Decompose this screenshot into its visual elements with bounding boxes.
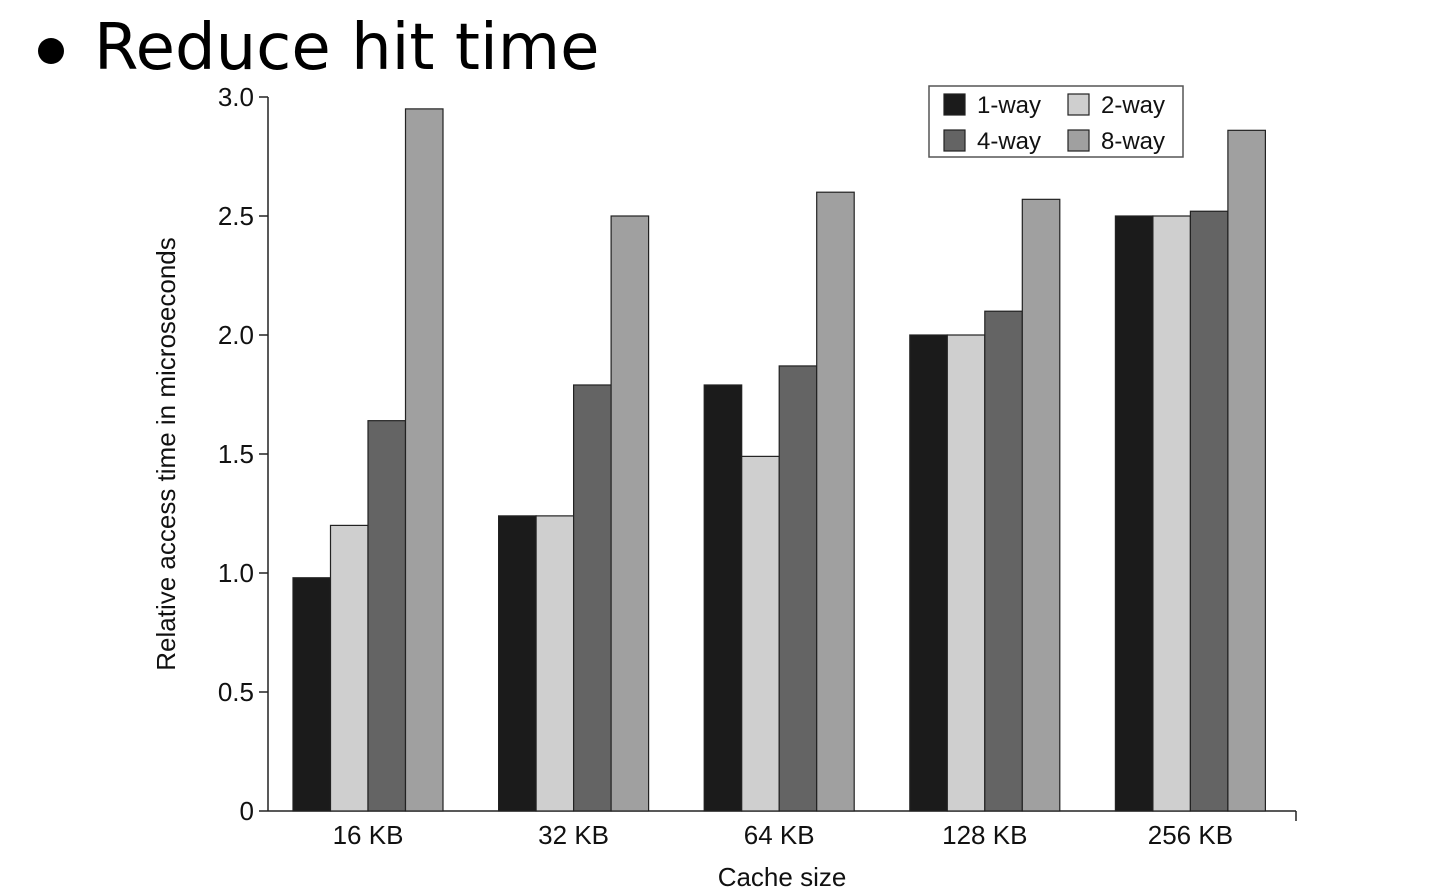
bar-4-way-64kb bbox=[778, 365, 818, 812]
legend-swatch-2-way bbox=[1067, 93, 1090, 116]
chart-bars bbox=[292, 108, 1267, 812]
bar-2-way-32kb bbox=[535, 515, 575, 812]
y-tick-label: 0 bbox=[240, 796, 254, 826]
x-tick-label: 256 KB bbox=[1148, 820, 1233, 850]
legend-label-2-way: 2-way bbox=[1101, 92, 1165, 119]
bar-8-way-128kb bbox=[1021, 198, 1061, 812]
y-tick-label: 2.5 bbox=[218, 201, 254, 231]
bar-2-way-16kb bbox=[329, 524, 369, 812]
x-tick-label: 16 KB bbox=[333, 820, 404, 850]
y-tick-label: 3.0 bbox=[218, 82, 254, 112]
legend-swatch-4-way bbox=[943, 129, 966, 152]
bar-8-way-64kb bbox=[816, 191, 855, 812]
y-axis-label: Relative access time in microseconds bbox=[151, 237, 181, 671]
x-tick-label: 64 KB bbox=[744, 820, 815, 850]
bar-2-way-256kb bbox=[1152, 215, 1192, 812]
bar-8-way-256kb bbox=[1227, 129, 1267, 812]
bar-4-way-256kb bbox=[1189, 210, 1229, 812]
bar-2-way-128kb bbox=[946, 334, 986, 812]
bar-4-way-128kb bbox=[984, 310, 1023, 812]
legend-label-8-way: 8-way bbox=[1101, 128, 1165, 155]
chart-axes: 0 0.5 1.0 1.5 2.0 2.5 3.0 16 KB 32 KB 64 KB 128 KB… bbox=[218, 82, 1297, 850]
x-tick-label: 128 KB bbox=[942, 820, 1027, 850]
y-tick-label: 1.5 bbox=[218, 439, 254, 469]
bullet-icon bbox=[38, 38, 64, 64]
heading-text: Reduce hit time bbox=[94, 11, 600, 85]
bar-1-way-64kb bbox=[703, 384, 743, 812]
y-tick-label: 1.0 bbox=[218, 558, 254, 588]
bar-1-way-128kb bbox=[909, 334, 948, 812]
bar-4-way-32kb bbox=[572, 384, 612, 812]
x-tick-label: 32 KB bbox=[538, 820, 609, 850]
legend-label-1-way: 1-way bbox=[977, 92, 1041, 119]
bar-1-way-32kb bbox=[498, 515, 537, 812]
legend-box bbox=[928, 85, 1184, 158]
bar-2-way-64kb bbox=[741, 455, 780, 812]
bar-8-way-32kb bbox=[610, 215, 650, 812]
bar-8-way-16kb bbox=[404, 108, 444, 812]
bar-1-way-256kb bbox=[1114, 215, 1154, 812]
legend-swatch-1-way bbox=[943, 93, 966, 116]
y-tick-label: 2.0 bbox=[218, 320, 254, 350]
bar-1-way-16kb bbox=[292, 577, 332, 812]
bar-4-way-16kb bbox=[367, 420, 407, 812]
chart-legend: 1-way 2-way 4-way 8-way bbox=[928, 85, 1184, 158]
legend-swatch-8-way bbox=[1067, 129, 1090, 152]
slide-heading: Reduce hit time bbox=[38, 8, 599, 88]
legend-label-4-way: 4-way bbox=[977, 128, 1041, 155]
x-axis-label: Cache size bbox=[718, 862, 847, 891]
y-tick-label: 0.5 bbox=[218, 677, 254, 707]
